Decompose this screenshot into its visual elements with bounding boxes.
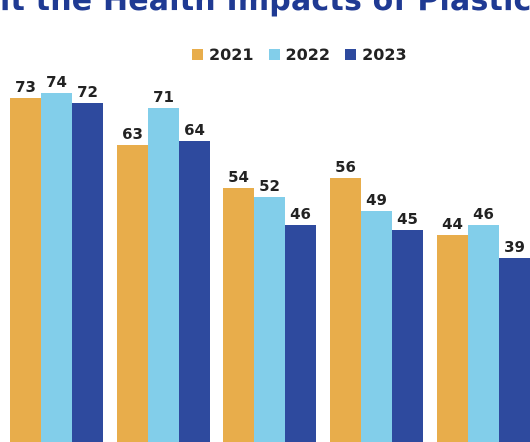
data-label-2023-group-5: 39 bbox=[504, 238, 525, 256]
data-label-2022-group-5: 46 bbox=[473, 205, 494, 223]
data-label-2022-group-2: 71 bbox=[153, 88, 174, 106]
bar-2022-group-2 bbox=[148, 108, 179, 442]
bar-2022-group-5 bbox=[468, 225, 499, 442]
bar-2022-group-4 bbox=[361, 211, 392, 442]
legend-item-2021: 2021 bbox=[192, 45, 254, 64]
bar-2023-group-5 bbox=[499, 258, 530, 442]
data-label-2023-group-1: 72 bbox=[77, 83, 98, 101]
data-label-2022-group-1: 74 bbox=[46, 73, 67, 91]
legend-label-2023: 2023 bbox=[362, 44, 407, 64]
data-label-2023-group-2: 64 bbox=[184, 121, 205, 139]
bar-2022-group-1 bbox=[41, 93, 72, 442]
chart-title: it the Health Impacts of Plastic bbox=[0, 0, 530, 18]
data-label-2023-group-3: 46 bbox=[290, 205, 311, 223]
bar-2021-group-2 bbox=[117, 145, 148, 442]
data-label-2021-group-2: 63 bbox=[122, 125, 143, 143]
legend-item-2022: 2022 bbox=[268, 44, 331, 64]
bar-2023-group-4 bbox=[392, 230, 423, 442]
bar-2021-group-5 bbox=[437, 235, 468, 442]
bar-2021-group-1 bbox=[10, 98, 41, 442]
legend-swatch-2021 bbox=[192, 48, 203, 60]
legend-swatch-2022 bbox=[268, 48, 280, 60]
data-label-2022-group-3: 52 bbox=[259, 177, 280, 195]
legend-swatch-2023 bbox=[345, 48, 357, 60]
legend-label-2021: 2021 bbox=[209, 44, 254, 64]
data-label-2021-group-4: 56 bbox=[335, 158, 356, 176]
bar-2022-group-3 bbox=[254, 197, 285, 442]
legend: 2021 2022 2023 bbox=[192, 43, 407, 65]
bar-2021-group-4 bbox=[330, 178, 361, 442]
bar-2023-group-2 bbox=[179, 141, 210, 442]
bar-2021-group-3 bbox=[223, 188, 254, 442]
data-label-2021-group-5: 44 bbox=[442, 215, 463, 233]
data-label-2021-group-1: 73 bbox=[15, 78, 36, 96]
legend-item-2023: 2023 bbox=[345, 45, 407, 64]
bar-2023-group-1 bbox=[72, 103, 103, 442]
data-label-2022-group-4: 49 bbox=[366, 191, 387, 209]
bar-2023-group-3 bbox=[285, 225, 316, 442]
data-label-2021-group-3: 54 bbox=[228, 168, 249, 186]
data-label-2023-group-4: 45 bbox=[397, 210, 418, 228]
legend-label-2022: 2022 bbox=[285, 44, 331, 64]
